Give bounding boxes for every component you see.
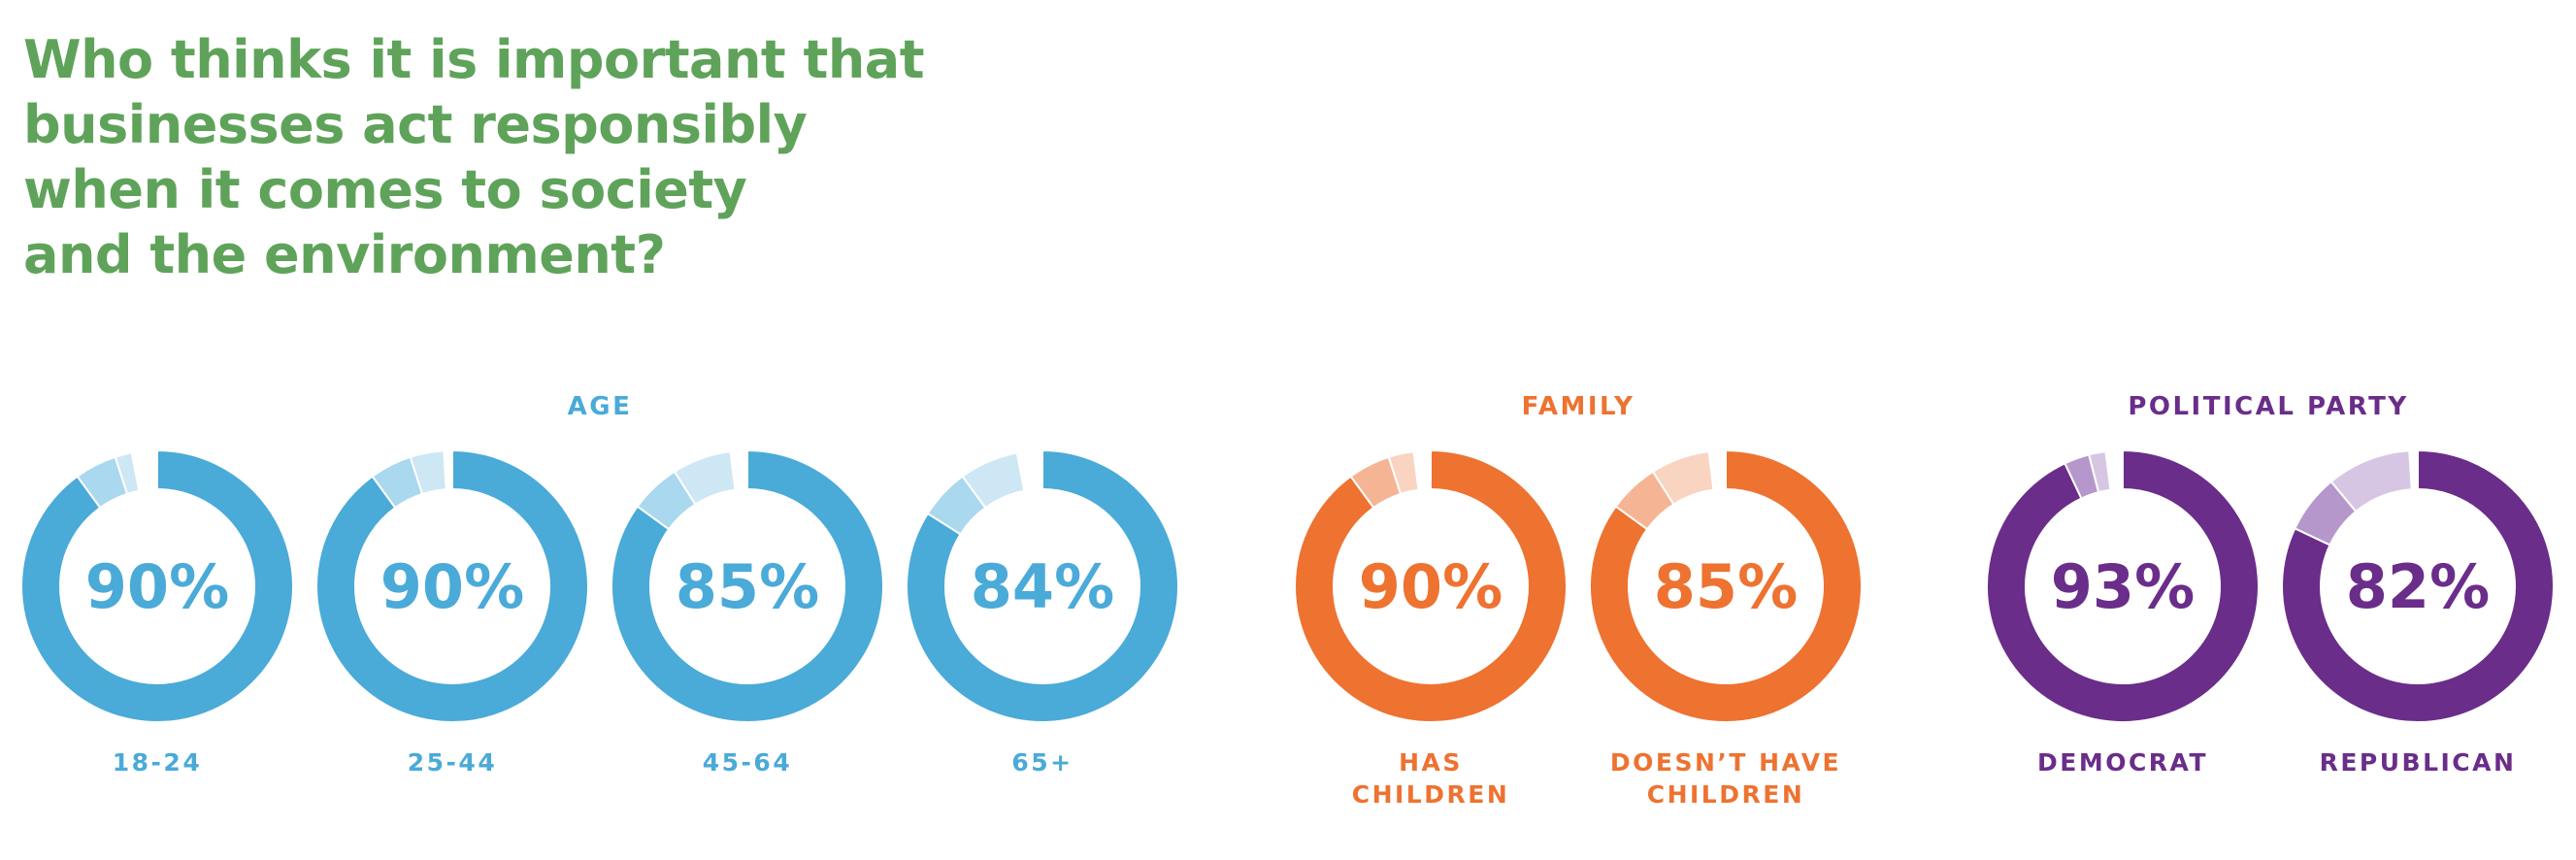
donut-slice-main [315,448,589,723]
donut-slice-other [1387,449,1420,496]
title-line: Who thinks it is important that [23,29,925,90]
donut-category-label: CHILDREN [1352,780,1510,809]
donut-slice-other [961,451,1026,510]
donut: 93% DEMOCRAT [1986,448,2260,777]
donut-category-label: 45-64 [703,748,792,777]
donut-slice-other [2329,449,2413,513]
donut: 90% 18-24 [20,448,294,777]
donut-percent-label: 90% [380,551,524,622]
donut-slice-main [611,448,884,723]
donut: 90% HAS CHILDREN [1294,448,1568,809]
group-title-age: AGE [567,392,633,421]
donut-percent-label: 82% [2346,551,2490,622]
donut-category-label: HAS [1399,748,1463,777]
donut: 85% 45-64 [611,448,884,777]
donut-category-label: REPUBLICAN [2320,748,2517,777]
title-line: when it comes to society [23,159,747,220]
donut-category-label: DOESN’T HAVE [1610,748,1841,777]
donut-slice-other [2087,449,2112,494]
donut-slice-main [1294,448,1568,723]
donut: 85% DOESN’T HAVE CHILDREN [1589,448,1863,809]
donut-category-label: DEMOCRAT [2037,748,2208,777]
donut-slice-main [2281,448,2555,723]
donut-percent-label: 84% [971,551,1114,622]
donut: 84% 65+ [906,448,1179,777]
donut-category-label: CHILDREN [1647,780,1805,809]
donut: 90% 25-44 [315,448,589,777]
donut-slice-main [1589,448,1863,723]
donut-slice-main [906,448,1179,723]
donut-percent-label: 90% [1359,551,1503,622]
title-line: businesses act responsibly [23,94,808,155]
chart-title: Who thinks it is important that business… [23,27,974,287]
donut-slice-other [673,449,737,506]
donut: 82% REPUBLICAN [2281,448,2555,777]
donut-percent-label: 93% [2051,551,2195,622]
donut-slice-other [1651,449,1715,506]
donut-slice-main [20,448,294,723]
donut-percent-label: 85% [1654,551,1798,622]
donut-category-label: 65+ [1011,748,1073,777]
donut-category-label: 18-24 [113,748,202,777]
donut-slice-other [114,451,141,496]
donut-percent-label: 85% [676,551,819,622]
group-title-political-party: POLITICAL PARTY [2128,392,2409,421]
donut-slice-main [1986,448,2260,723]
group-title-family: FAMILY [1521,392,1635,421]
donut-category-label: 25-44 [408,748,497,777]
title-line: and the environment? [23,224,666,285]
donut-percent-label: 90% [85,551,229,622]
donut-slice-other [409,449,447,496]
